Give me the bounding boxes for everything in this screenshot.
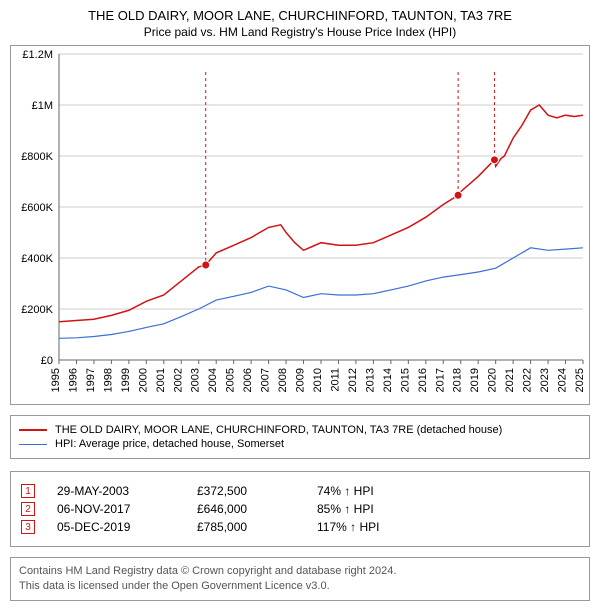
legend-item: HPI: Average price, detached house, Some…	[19, 438, 581, 450]
svg-text:£0: £0	[41, 355, 53, 367]
legend-swatch	[19, 429, 47, 431]
svg-text:2013: 2013	[364, 368, 376, 392]
legend-label: THE OLD DAIRY, MOOR LANE, CHURCHINFORD, …	[55, 424, 502, 436]
svg-text:2000: 2000	[137, 368, 149, 392]
svg-text:2010: 2010	[312, 368, 324, 392]
sale-pct: 85% ↑ HPI	[317, 502, 477, 516]
svg-text:2023: 2023	[539, 368, 551, 392]
svg-text:1996: 1996	[67, 368, 79, 392]
svg-text:£1M: £1M	[32, 100, 53, 112]
svg-text:2005: 2005	[225, 368, 237, 392]
svg-text:2022: 2022	[522, 368, 534, 392]
svg-text:2025: 2025	[574, 368, 586, 392]
chart-title: THE OLD DAIRY, MOOR LANE, CHURCHINFORD, …	[10, 8, 590, 23]
svg-text:2019: 2019	[469, 368, 481, 392]
svg-text:£200K: £200K	[21, 304, 53, 316]
legend-label: HPI: Average price, detached house, Some…	[55, 438, 284, 450]
svg-text:£1.2M: £1.2M	[22, 49, 53, 61]
svg-text:2008: 2008	[277, 368, 289, 392]
sale-price: £372,500	[197, 484, 317, 498]
svg-text:2007: 2007	[260, 368, 272, 392]
svg-text:2004: 2004	[207, 368, 219, 392]
chart-container: THE OLD DAIRY, MOOR LANE, CHURCHINFORD, …	[0, 0, 600, 611]
svg-text:2011: 2011	[329, 368, 341, 392]
svg-text:2017: 2017	[434, 368, 446, 392]
svg-text:2012: 2012	[347, 368, 359, 392]
svg-text:2015: 2015	[399, 368, 411, 392]
svg-text:2003: 2003	[190, 368, 202, 392]
chart-svg: £0 £200K £400K £600K £800K £1M £1.2M 1995 1996 19…	[11, 46, 591, 406]
title-block: THE OLD DAIRY, MOOR LANE, CHURCHINFORD, …	[10, 8, 590, 39]
svg-text:£800K: £800K	[21, 151, 53, 163]
svg-text:£600K: £600K	[21, 202, 53, 214]
svg-text:1995: 1995	[50, 368, 62, 392]
svg-text:2020: 2020	[487, 368, 499, 392]
svg-text:1998: 1998	[102, 368, 114, 392]
svg-text:£400K: £400K	[21, 253, 53, 265]
chart-plot: £0 £200K £400K £600K £800K £1M £1.2M 1995 1996 19…	[10, 45, 590, 405]
svg-text:2002: 2002	[172, 368, 184, 392]
svg-text:2006: 2006	[242, 368, 254, 392]
sale-price: £785,000	[197, 520, 317, 534]
svg-text:1997: 1997	[85, 368, 97, 392]
legend-item: THE OLD DAIRY, MOOR LANE, CHURCHINFORD, …	[19, 424, 581, 436]
sale-marker-icon: 3	[21, 520, 35, 534]
svg-text:2024: 2024	[557, 368, 569, 392]
svg-text:2018: 2018	[452, 368, 464, 392]
sale-row: 1 29-MAY-2003£372,50074% ↑ HPI	[21, 484, 579, 498]
sale-marker-icon: 1	[21, 484, 35, 498]
sales-table: 1 29-MAY-2003£372,50074% ↑ HPI 2 06-NOV-201…	[10, 471, 590, 547]
svg-text:2016: 2016	[417, 368, 429, 392]
legend: THE OLD DAIRY, MOOR LANE, CHURCHINFORD, …	[10, 415, 590, 459]
sale-row: 2 06-NOV-2017£646,00085% ↑ HPI	[21, 502, 579, 516]
series-hpi	[59, 248, 583, 338]
sale-price: £646,000	[197, 502, 317, 516]
chart-subtitle: Price paid vs. HM Land Registry's House …	[10, 25, 590, 39]
svg-text:2001: 2001	[155, 368, 167, 392]
sale-marker-icon: 2	[21, 502, 35, 516]
sale-pct: 117% ↑ HPI	[317, 520, 477, 534]
footer-attribution: Contains HM Land Registry data © Crown c…	[10, 557, 590, 601]
svg-text:2021: 2021	[504, 368, 516, 392]
svg-text:2014: 2014	[382, 368, 394, 392]
legend-swatch	[19, 444, 47, 445]
sale-pct: 74% ↑ HPI	[317, 484, 477, 498]
sale-row: 3 05-DEC-2019£785,000117% ↑ HPI	[21, 520, 579, 534]
sale-date: 06-NOV-2017	[57, 502, 197, 516]
series-property	[59, 105, 583, 322]
svg-text:2009: 2009	[295, 368, 307, 392]
sale-date: 29-MAY-2003	[57, 484, 197, 498]
svg-text:1999: 1999	[120, 368, 132, 392]
footer-line1: Contains HM Land Registry data © Crown c…	[19, 564, 581, 579]
sale-date: 05-DEC-2019	[57, 520, 197, 534]
footer-line2: This data is licensed under the Open Gov…	[19, 579, 581, 594]
